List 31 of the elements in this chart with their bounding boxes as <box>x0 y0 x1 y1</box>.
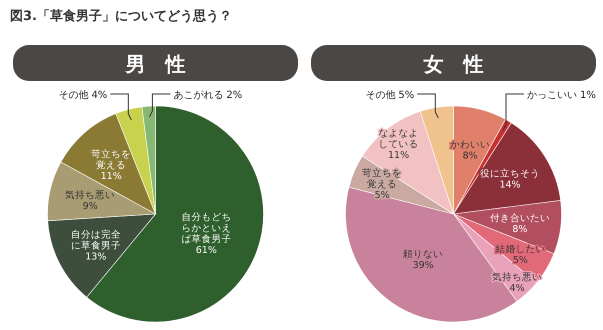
slice-label: 苛立ちを覚える <box>362 167 402 190</box>
slice-label: その他 <box>58 89 88 101</box>
data-label: 4% <box>510 283 525 294</box>
slice-label: なよなよしている <box>378 128 419 150</box>
data-label: 11% <box>388 150 410 162</box>
slice-label: 自分は完全に草食男子 <box>70 228 121 252</box>
slice-label: かっこいい <box>526 90 577 101</box>
slice-label: 頼りない <box>403 248 444 260</box>
data-label: 13% <box>85 251 106 262</box>
slice-label: 気持ち悪い <box>65 188 116 201</box>
data-label: 8% <box>512 224 528 235</box>
data-label: 5% <box>398 90 414 101</box>
data-label: 5% <box>512 255 528 266</box>
slice-label: 付き合いたい <box>490 212 550 224</box>
data-label: 4% <box>91 90 108 101</box>
data-label: 9% <box>82 200 98 212</box>
data-label: 61% <box>196 244 217 256</box>
slice-label: その他 <box>365 89 396 101</box>
data-label: 14% <box>499 180 521 191</box>
data-label: 8% <box>462 150 478 162</box>
chart-title: 図3.「草食男子」についてどう思う？ <box>10 9 232 24</box>
chart-subtitle: 男 性 <box>124 52 186 76</box>
data-label: 2% <box>226 90 242 101</box>
chart-subtitle: 女 性 <box>422 52 484 76</box>
slice-label: 役に立ちそう <box>480 168 540 180</box>
data-label: 39% <box>412 260 434 272</box>
slice-label: 苛立ちを覚える <box>91 148 132 171</box>
slice-label: 自分もどちらかといえば草食男子 <box>181 210 232 245</box>
data-label: 1% <box>580 90 596 101</box>
data-label: 11% <box>100 170 122 182</box>
slice-label: あこがれる <box>173 90 224 101</box>
